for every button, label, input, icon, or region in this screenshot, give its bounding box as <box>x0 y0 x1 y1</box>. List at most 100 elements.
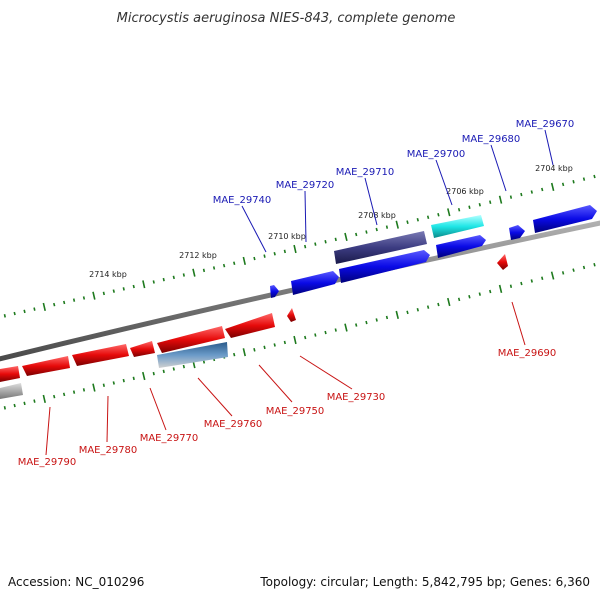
inner-ring-tick <box>62 392 66 397</box>
inner-ring-tick <box>468 295 471 299</box>
outer-ring-tick <box>72 298 76 302</box>
outer-ring-tick <box>498 195 503 204</box>
inner-ring-tick <box>102 383 105 387</box>
label-mae-29790: MAE_29790 <box>18 457 77 468</box>
inner-ring-tick <box>13 403 16 408</box>
outer-ring-tick <box>447 208 451 217</box>
outer-ring-tick <box>344 232 348 241</box>
gene-mae-29730-fwd[interactable] <box>291 271 339 295</box>
inner-ring-tick <box>572 268 575 272</box>
gene-mae-29720[interactable] <box>339 250 430 283</box>
gene-mae-29740[interactable] <box>270 285 279 298</box>
inner-ring-tick <box>304 335 307 340</box>
label-mae-29770: MAE_29770 <box>140 433 199 444</box>
outer-ring-tick <box>132 284 135 289</box>
gene-mae-29690[interactable] <box>497 254 508 270</box>
genome-info-text: Topology: circular; Length: 5,842,795 bp… <box>259 575 590 589</box>
outer-ring-tick <box>550 182 555 191</box>
outer-ring-tick <box>509 195 513 199</box>
gene-mae-29780[interactable] <box>72 344 129 366</box>
outer-ring-tick <box>385 225 389 229</box>
outer-ring-tick <box>520 192 523 197</box>
outer-tick-ring <box>3 174 596 318</box>
outer-ring-tick <box>182 273 185 277</box>
inner-ring-tick <box>365 320 368 325</box>
inner-ring-tick <box>253 348 256 352</box>
outer-ring-tick <box>406 220 409 224</box>
inner-ring-tick <box>172 367 175 371</box>
outer-ring-tick <box>334 237 337 242</box>
label-mae-29780: MAE_29780 <box>79 445 138 456</box>
outer-ring-tick <box>212 266 216 270</box>
inner-ring-tick <box>82 388 86 392</box>
outer-ring-tick <box>468 205 471 209</box>
inner-ring-tick <box>142 371 146 381</box>
outer-ring-tick <box>152 280 155 284</box>
outer-ring-tick <box>202 268 206 273</box>
inner-ring-tick <box>593 263 596 267</box>
inner-ring-tick <box>457 297 461 302</box>
gene-mae-29800[interactable] <box>0 366 20 382</box>
inner-ring-tick <box>561 271 565 275</box>
inner-ring-tick <box>447 297 451 307</box>
outer-ring-tick <box>273 252 276 256</box>
inner-ring-tick <box>416 308 419 312</box>
outer-ring-tick <box>426 215 430 219</box>
outer-ring-tick <box>13 311 16 316</box>
label-mae-29760: MAE_29760 <box>204 419 263 430</box>
inner-ring-tick <box>132 376 135 381</box>
outer-ring-tick <box>23 309 26 314</box>
outer-ring-tick <box>561 182 565 187</box>
inner-ring-tick <box>406 310 409 315</box>
outer-ring-tick <box>304 244 307 249</box>
inner-ring-tick <box>582 265 586 270</box>
inner-ring-tick <box>437 302 440 307</box>
outer-ring-tick <box>457 208 461 212</box>
inner-ring-tick <box>375 318 378 322</box>
outer-ring-tick <box>63 300 66 305</box>
gene-mae-29770-part[interactable] <box>130 341 155 357</box>
forward-leader-lines <box>241 129 554 253</box>
outer-ring-tick <box>375 227 378 232</box>
inner-ring-tick <box>385 315 389 320</box>
kbp-label-2708: 2708 kbp <box>358 211 396 220</box>
outer-ring-tick <box>142 280 146 289</box>
inner-ring-tick <box>489 289 492 294</box>
outer-ring-tick <box>489 200 492 204</box>
gene-mae-29790[interactable] <box>22 356 70 376</box>
outer-ring-tick <box>233 261 236 265</box>
inner-ring-tick <box>242 348 246 357</box>
kbp-label-2704: 2704 kbp <box>535 164 573 173</box>
label-mae-29670: MAE_29670 <box>516 119 575 130</box>
outer-ring-tick <box>293 244 297 254</box>
kbp-label-2706: 2706 kbp <box>446 187 484 196</box>
gene-mae-29750[interactable] <box>225 313 275 338</box>
gene-mae-29710[interactable] <box>334 231 427 264</box>
outer-ring-tick <box>416 218 419 222</box>
outer-ring-tick <box>172 275 175 280</box>
outer-ring-tick <box>33 307 36 311</box>
inner-ring-tick <box>344 323 348 332</box>
gene-mae-29670[interactable] <box>533 205 597 233</box>
inner-ring-tick <box>42 394 46 403</box>
reverse-leader-lines <box>45 301 526 456</box>
gene-mae-29680[interactable] <box>509 225 525 240</box>
gene-mae-29760[interactable] <box>157 326 225 353</box>
outer-ring-tick <box>263 254 266 258</box>
gene-mae-29710-part[interactable] <box>436 235 486 258</box>
inner-ring-tick <box>122 378 125 383</box>
inner-ring-tick <box>72 390 76 394</box>
inner-ring-tick <box>53 394 56 399</box>
inner-tick-ring <box>3 263 596 410</box>
outer-ring-tick <box>112 289 115 293</box>
inner-ring-tick <box>263 345 266 350</box>
gene-mae-29770[interactable] <box>157 342 228 368</box>
gene-mae-29730[interactable] <box>287 308 296 322</box>
outer-ring-tick <box>162 277 165 282</box>
outer-ring-tick <box>253 256 256 261</box>
gene-gray-left[interactable] <box>0 383 23 399</box>
outer-ring-tick <box>122 287 125 291</box>
gene-mae-29700[interactable] <box>431 215 484 238</box>
inner-ring-tick <box>530 279 533 283</box>
